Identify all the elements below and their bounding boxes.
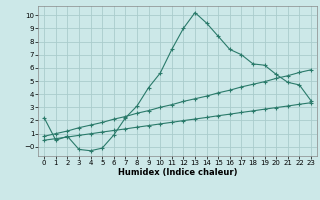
X-axis label: Humidex (Indice chaleur): Humidex (Indice chaleur): [118, 168, 237, 177]
